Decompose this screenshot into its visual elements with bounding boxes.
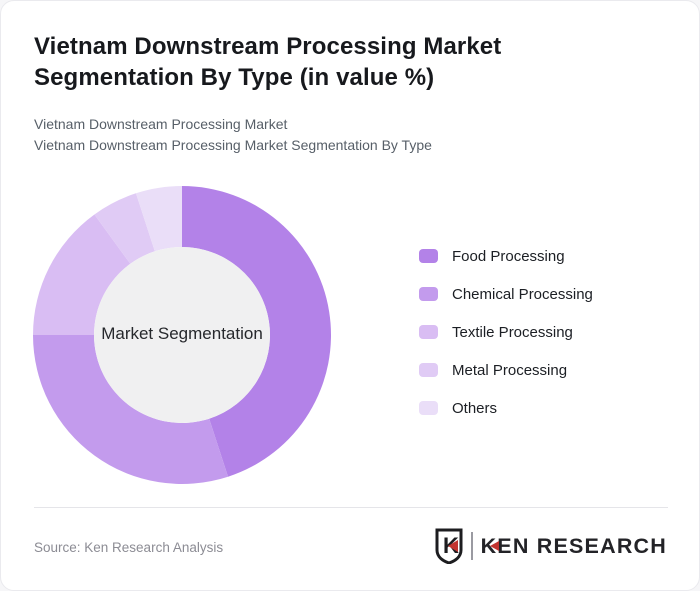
- legend-label: Textile Processing: [452, 323, 573, 341]
- logo-text: KEN RESEARCH: [480, 533, 667, 558]
- donut-slice-metal-processing: [94, 193, 155, 264]
- legend-swatch-icon: [419, 249, 438, 263]
- shield-monogram-icon: K: [435, 528, 463, 564]
- legend-item-chemical-processing: Chemical Processing: [419, 285, 593, 303]
- legend-label: Chemical Processing: [452, 285, 593, 303]
- legend-swatch-icon: [419, 401, 438, 415]
- donut-slice-textile-processing: [33, 214, 131, 335]
- donut-hole: [94, 247, 270, 423]
- shield-red-triangle-icon: [447, 540, 458, 552]
- page-title: Vietnam Downstream Processing Market Seg…: [34, 33, 502, 91]
- source-text: Source: Ken Research Analysis: [34, 540, 224, 555]
- legend: Food Processing Chemical Processing Textil…: [419, 247, 593, 439]
- legend-item-others: Others: [419, 399, 593, 417]
- legend-label: Others: [452, 399, 498, 417]
- donut-slice-others: [135, 186, 182, 252]
- logo-k-red-triangle-icon: [489, 540, 499, 551]
- legend-item-metal-processing: Metal Processing: [419, 361, 593, 379]
- donut-chart: [33, 186, 332, 484]
- legend-swatch-icon: [419, 325, 438, 339]
- legend-label: Metal Processing: [452, 361, 568, 379]
- donut-slice-chemical-processing: [33, 335, 229, 484]
- legend-swatch-icon: [419, 363, 438, 377]
- legend-item-food-processing: Food Processing: [419, 247, 593, 265]
- subtitle-line-2: Vietnam Downstream Processing Market Seg…: [34, 137, 432, 153]
- legend-item-textile-processing: Textile Processing: [419, 323, 593, 341]
- legend-label: Food Processing: [452, 247, 565, 265]
- donut-slice-food-processing: [182, 186, 332, 477]
- donut-chart-container: [27, 180, 337, 490]
- legend-swatch-icon: [419, 287, 438, 301]
- footer-divider: [34, 507, 668, 508]
- chart-subtitles: Vietnam Downstream Processing Market Vie…: [34, 114, 432, 156]
- logo-separator: [470, 532, 473, 560]
- ken-research-logo: K KEN RESEARCH: [434, 528, 667, 564]
- donut-center-label: Market Segmentation: [101, 324, 263, 343]
- subtitle-line-1: Vietnam Downstream Processing Market: [34, 116, 288, 132]
